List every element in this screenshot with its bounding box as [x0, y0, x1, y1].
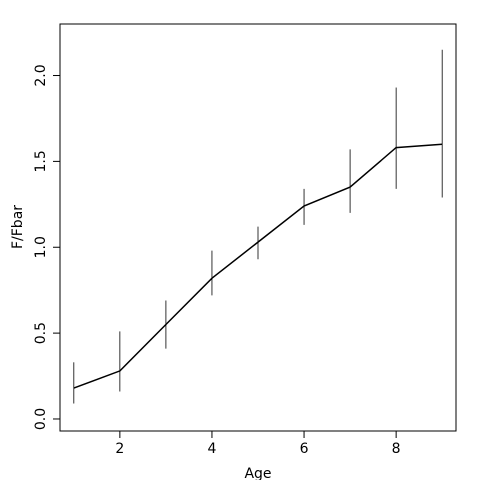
x-tick-label: 6: [300, 441, 309, 457]
x-tick-label: 4: [207, 441, 216, 457]
y-tick-label: 1.5: [33, 150, 49, 172]
y-tick-label: 0.0: [33, 408, 49, 430]
y-tick-label: 2.0: [33, 64, 49, 86]
plot-frame: [59, 23, 457, 432]
error-bars: [73, 49, 443, 404]
x-tick-label: 2: [115, 441, 124, 457]
y-tick-label: 0.5: [33, 322, 49, 344]
y-axis: 0.0 0.5 1.0 1.5 2.0: [33, 64, 60, 430]
x-tick-label: 8: [392, 441, 401, 457]
x-axis-title: Age: [244, 466, 271, 480]
series-line: [73, 143, 443, 389]
y-axis-title: F/Fbar: [10, 205, 26, 249]
series-lines: [73, 143, 443, 389]
y-tick-label: 1.0: [33, 236, 49, 258]
x-axis: 2 4 6 8: [115, 431, 401, 457]
